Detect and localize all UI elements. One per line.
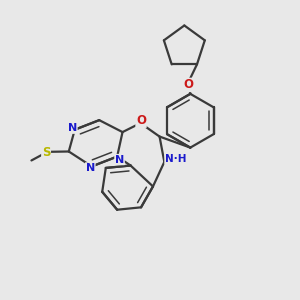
Text: O: O [136, 114, 146, 127]
Text: N: N [115, 154, 124, 165]
Text: N: N [68, 123, 77, 133]
Text: S: S [42, 146, 50, 160]
Text: O: O [184, 78, 194, 92]
Text: N: N [86, 163, 95, 173]
Text: N·H: N·H [165, 154, 186, 164]
